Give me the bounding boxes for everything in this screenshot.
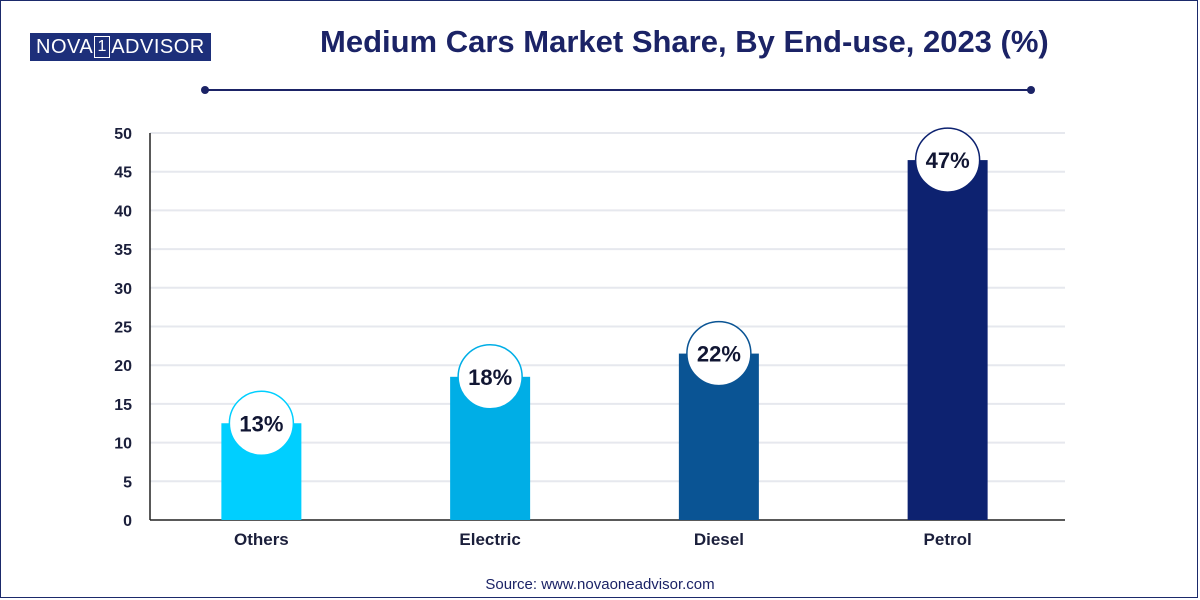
y-tick-label: 10 xyxy=(114,436,132,453)
y-tick-label: 50 xyxy=(114,126,132,143)
data-label: 18% xyxy=(468,365,512,390)
bar-petrol xyxy=(907,160,988,520)
logo-text-mid: 1 xyxy=(94,36,111,58)
source-note: Source: www.novaoneadvisor.com xyxy=(485,576,715,593)
x-tick-label: Electric xyxy=(459,530,520,549)
data-label-bubble xyxy=(457,344,523,410)
y-tick-label: 40 xyxy=(114,203,132,220)
title-divider xyxy=(201,86,1035,94)
data-label-bubble xyxy=(228,390,295,456)
y-tick-label: 30 xyxy=(114,281,132,298)
y-tick-label: 5 xyxy=(123,474,132,491)
y-tick-label: 0 xyxy=(123,513,132,530)
chart-title: Medium Cars Market Share, By End-use, 20… xyxy=(320,24,1049,59)
logo-text-left: NOVA xyxy=(36,35,94,58)
data-label: 47% xyxy=(926,148,970,173)
logo-text-right: ADVISOR xyxy=(111,35,205,58)
y-tick-label: 20 xyxy=(114,358,132,375)
data-label-bubble xyxy=(914,127,981,193)
x-tick-label: Petrol xyxy=(924,530,972,549)
y-tick-label: 15 xyxy=(114,397,132,414)
y-tick-label: 45 xyxy=(114,165,132,182)
brand-logo: NOVA 1 ADVISOR xyxy=(30,33,211,61)
data-label: 22% xyxy=(697,342,741,367)
data-label: 13% xyxy=(239,411,283,436)
y-tick-label: 35 xyxy=(114,242,132,259)
x-tick-label: Others xyxy=(234,530,289,549)
y-tick-label: 25 xyxy=(114,320,132,337)
x-tick-label: Diesel xyxy=(694,530,744,549)
data-label-bubble xyxy=(686,320,752,387)
